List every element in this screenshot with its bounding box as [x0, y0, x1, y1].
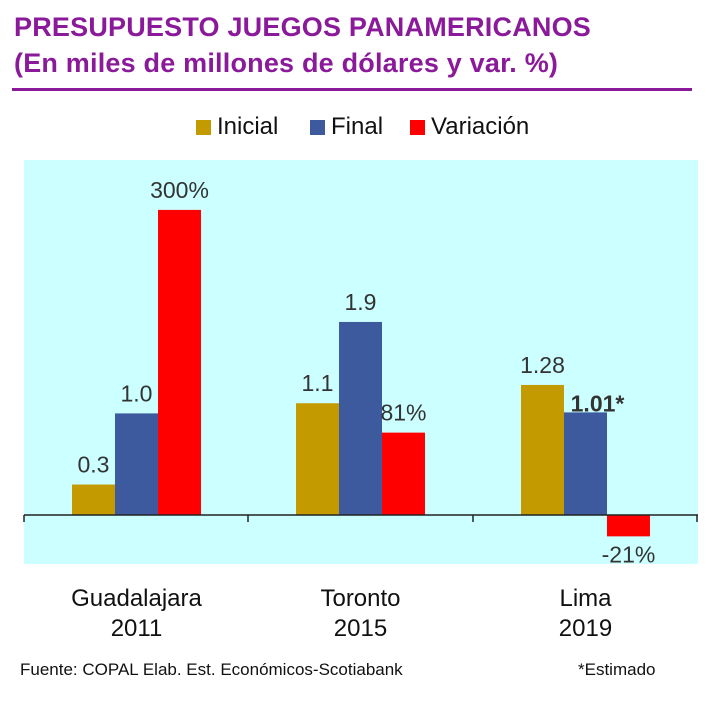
bar-final-0: [115, 413, 158, 515]
legend-label-variacion: Variación: [431, 113, 530, 140]
category-label-2: Lima: [559, 585, 612, 612]
bar-inicial-0: [72, 484, 115, 515]
bar-inicial-2: [521, 384, 564, 515]
data-label-variacion-2: -21%: [602, 541, 656, 567]
data-label-inicial-2: 1.28: [520, 352, 565, 378]
category-year-1: 2015: [334, 615, 387, 642]
data-label-inicial-0: 0.3: [78, 452, 110, 478]
category-year-2: 2019: [559, 615, 612, 642]
data-label-final-0: 1.0: [121, 380, 153, 406]
legend-label-inicial: Inicial: [217, 113, 279, 140]
bar-inicial-1: [296, 403, 339, 515]
legend: Inicial Final Variación: [0, 112, 726, 142]
category-label-1: Toronto: [320, 585, 400, 612]
chart-title: PRESUPUESTO JUEGOS PANAMERICANOS: [14, 12, 591, 42]
source-note: Fuente: COPAL Elab. Est. Económicos-Scot…: [20, 660, 403, 679]
title-divider: [12, 88, 692, 91]
bar-final-1: [339, 321, 382, 515]
data-label-final-1: 1.9: [345, 289, 377, 315]
data-label-inicial-1: 1.1: [302, 370, 334, 396]
legend-item-variacion: Variación: [410, 112, 529, 142]
data-label-variacion-1: 81%: [380, 400, 426, 426]
legend-swatch-variacion: [410, 119, 425, 135]
bar-final-2: [564, 412, 607, 515]
bar-variacion-1: [382, 432, 425, 515]
bar-variacion-2: [607, 515, 650, 537]
legend-swatch-final: [310, 119, 325, 135]
bar-variacion-0: [158, 209, 201, 515]
category-year-0: 2011: [111, 615, 163, 642]
legend-label-final: Final: [331, 113, 384, 140]
data-label-final-2: 1.01*: [571, 390, 625, 416]
data-label-variacion-0: 300%: [150, 177, 209, 203]
estimate-note: *Estimado: [578, 660, 656, 679]
chart-subtitle: (En miles de millones de dólares y var. …: [14, 48, 559, 78]
legend-item-inicial: Inicial: [196, 112, 278, 142]
legend-item-final: Final: [310, 112, 383, 142]
category-label-0: Guadalajara: [71, 585, 202, 612]
bar-chart: 0.3 1.1 1.28 1.0 1.9 1.01* 300% 81% -21% Guadalaj…: [23, 160, 698, 642]
legend-swatch-inicial: [196, 119, 211, 135]
